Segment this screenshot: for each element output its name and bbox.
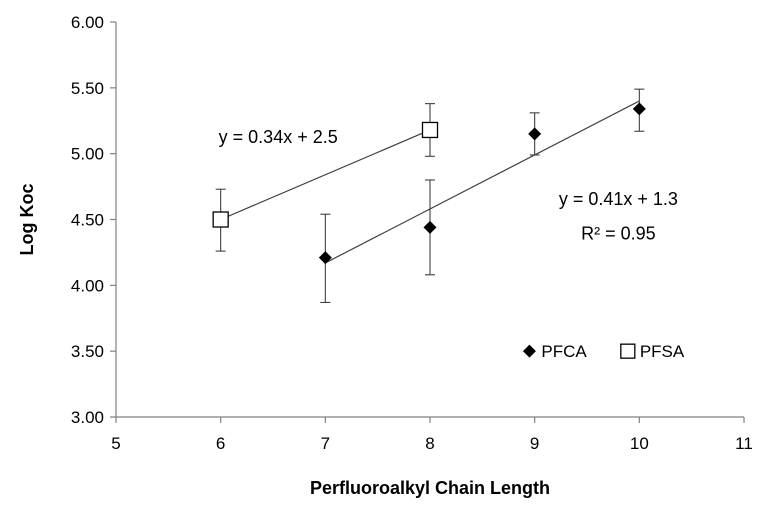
legend-pfsa-marker xyxy=(620,343,636,359)
y-tick-label: 5.50 xyxy=(71,79,104,98)
data-markers xyxy=(212,102,646,265)
pfca-r-squared: R² = 0.95 xyxy=(581,223,656,243)
x-ticks: 5 6 7 8 9 10 11 xyxy=(111,417,753,453)
pfsa-point xyxy=(421,121,439,139)
pfca-point xyxy=(528,127,542,141)
x-tick-label: 6 xyxy=(216,434,225,453)
x-tick-label: 5 xyxy=(111,434,120,453)
pfsa-point xyxy=(212,211,229,228)
trendlines xyxy=(220,100,640,264)
y-tick-label: 4.00 xyxy=(71,276,104,295)
pfca-point xyxy=(318,251,332,265)
pfsa-trendline xyxy=(220,129,431,221)
y-axis-title: Log Koc xyxy=(17,184,37,256)
pfsa-trend-equation: y = 0.34x + 2.5 xyxy=(219,127,338,147)
x-tick-label: 9 xyxy=(530,434,539,453)
y-tick-label: 6.00 xyxy=(71,13,104,32)
legend: PFCA PFSA xyxy=(522,342,685,361)
x-tick-label: 7 xyxy=(321,434,330,453)
x-axis-title: Perfluoroalkyl Chain Length xyxy=(310,478,550,498)
pfca-trend-equation: y = 0.41x + 1.3 xyxy=(559,189,678,209)
x-tick-label: 10 xyxy=(630,434,649,453)
x-tick-label: 8 xyxy=(425,434,434,453)
y-tick-label: 3.50 xyxy=(71,342,104,361)
x-tick-label: 11 xyxy=(735,434,753,453)
pfca-point xyxy=(423,220,437,234)
legend-pfsa-label: PFSA xyxy=(640,342,685,361)
pfca-point xyxy=(632,102,646,116)
y-ticks: 3.00 3.50 4.00 4.50 5.00 5.50 6.00 xyxy=(71,13,116,427)
y-tick-label: 5.00 xyxy=(71,145,104,164)
axes: 5 6 7 8 9 10 11 3.00 3.50 4.00 4.50 5.00 5.50 6.00 xyxy=(71,13,753,453)
pfca-trendline xyxy=(325,100,640,264)
legend-pfca-marker xyxy=(522,344,536,358)
legend-pfca-label: PFCA xyxy=(541,342,587,361)
y-tick-label: 4.50 xyxy=(71,211,104,230)
y-tick-label: 3.00 xyxy=(71,408,104,427)
